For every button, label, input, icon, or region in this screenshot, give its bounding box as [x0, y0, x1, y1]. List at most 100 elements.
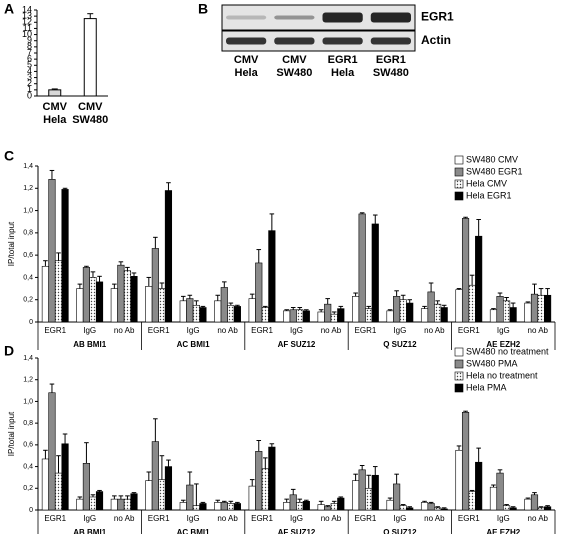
lane-label: CMV [234, 54, 259, 66]
error-bar [56, 455, 61, 474]
error-bar [532, 283, 537, 295]
bar [261, 468, 269, 511]
x-tick-label: EGR1 [355, 514, 377, 523]
bar [371, 223, 379, 323]
y-tick-label: 1,2 [23, 377, 33, 384]
bar [330, 503, 338, 511]
y-tick-label: 8 [27, 41, 32, 51]
bar [220, 287, 228, 323]
bar [496, 296, 504, 323]
group-label: AE EZH2 [486, 340, 520, 349]
error-bar [49, 383, 55, 393]
bar [123, 498, 132, 511]
error-bar [228, 500, 234, 504]
error-bar [366, 474, 371, 489]
bar [544, 294, 552, 323]
bar [455, 449, 463, 511]
error-bar [146, 471, 152, 481]
bar [302, 501, 310, 511]
bar [455, 289, 463, 323]
error-bar [463, 410, 468, 413]
y-tick-label: 10 [22, 29, 32, 39]
y-tick-label: 0,4 [23, 274, 33, 281]
group-label: AC BMI1 [177, 340, 210, 349]
band [274, 15, 315, 20]
error-bar [372, 214, 378, 224]
bar [537, 507, 545, 511]
bar [83, 18, 97, 97]
bar [233, 503, 241, 511]
bar [186, 298, 194, 323]
bar [151, 248, 159, 323]
error-bar [77, 496, 83, 500]
error-bar [235, 304, 240, 307]
bar [289, 309, 297, 323]
bar [489, 486, 498, 511]
x-tick-label: IgG [290, 514, 303, 523]
bar [48, 392, 56, 511]
error-bar [510, 506, 516, 508]
bar [330, 313, 338, 323]
bar [496, 472, 504, 511]
bar [337, 497, 345, 511]
lane-label: EGR1 [376, 54, 406, 66]
y-tick-label: 13 [22, 11, 32, 21]
bar [296, 502, 304, 511]
bar [41, 265, 49, 323]
error-bar [469, 489, 475, 492]
error-bar [180, 295, 186, 301]
x-tick-label: IgG [83, 326, 96, 335]
bar [317, 504, 325, 511]
y-tick-label: 7 [27, 47, 32, 57]
error-bar [497, 292, 503, 297]
legend-swatch [454, 359, 464, 369]
bar [54, 260, 63, 323]
bar [386, 499, 394, 511]
bar [317, 311, 325, 323]
error-bar [400, 504, 406, 506]
legend-swatch [454, 191, 464, 201]
lane-label: EGR1 [328, 54, 358, 66]
bar [123, 270, 132, 323]
bar [406, 302, 414, 323]
bar [406, 507, 414, 511]
y-tick-label: 11 [23, 23, 32, 33]
error-bar [538, 288, 544, 296]
error-bar [504, 296, 509, 301]
error-bar [407, 506, 413, 508]
error-bar [469, 274, 475, 286]
error-bar [394, 290, 399, 297]
y-tick-label: 1,2 [23, 185, 33, 192]
bar [199, 503, 207, 511]
error-bar [228, 302, 234, 306]
bar [296, 309, 304, 323]
y-tick-label: 0,2 [23, 297, 33, 304]
bar [54, 472, 63, 511]
bar [371, 474, 379, 511]
error-bar [194, 300, 199, 306]
error-bar [215, 294, 221, 301]
legend-swatch [454, 155, 464, 165]
bar [352, 296, 360, 323]
lane-label: Hela [235, 67, 259, 79]
error-bar [112, 495, 117, 500]
band [274, 37, 315, 45]
bar [110, 288, 118, 323]
error-bar [194, 483, 199, 506]
error-bar [476, 447, 481, 463]
x-tick-label: SW480 [72, 114, 108, 126]
band [226, 37, 267, 45]
x-tick-label: no Ab [528, 514, 549, 523]
bar [524, 302, 532, 323]
y-tick-label: 0,8 [23, 420, 33, 427]
error-bar [187, 294, 193, 299]
error-bar [249, 479, 255, 487]
panel-letter: D [4, 343, 14, 359]
error-bar [463, 216, 468, 219]
error-bar [200, 501, 206, 504]
bar [475, 461, 483, 511]
panel-letter: A [4, 1, 14, 17]
bar [158, 479, 166, 511]
band [370, 12, 411, 23]
y-tick-label: 14 [22, 4, 32, 14]
